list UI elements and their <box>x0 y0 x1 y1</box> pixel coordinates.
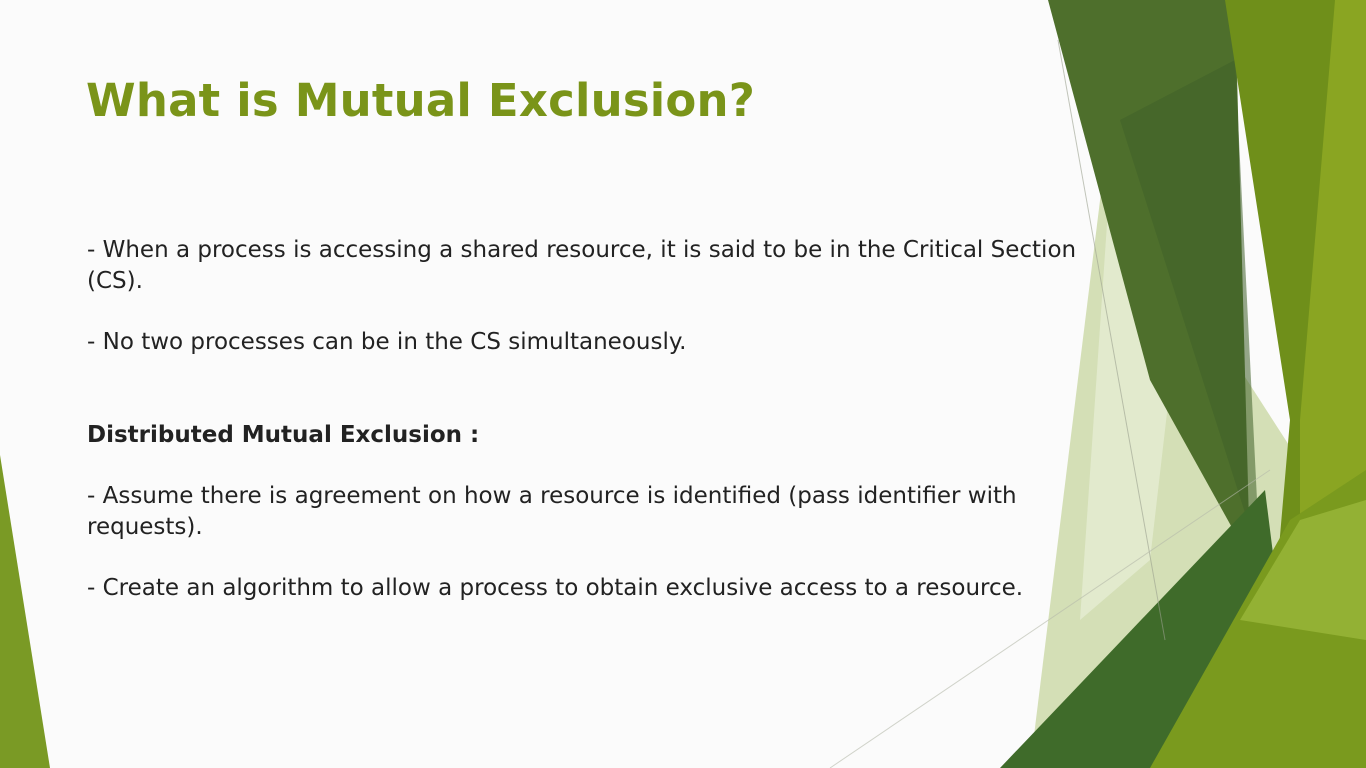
no-two-processes-text: - No two processes can be in the CS simu… <box>87 329 687 355</box>
left-edge-facet <box>0 455 50 768</box>
bottom-light-facet <box>1240 500 1366 640</box>
create-algorithm-text: - Create an algorithm to allow a process… <box>87 575 1024 601</box>
thin-line-1 <box>1057 39 1166 641</box>
assume-agreement-text: - Assume there is agreement on how a res… <box>87 483 1017 540</box>
dark-facet-shade <box>1120 60 1260 560</box>
distributed-mutex-heading: Distributed Mutual Exclusion : <box>87 422 480 448</box>
slide-title: What is Mutual Exclusion? <box>86 74 756 127</box>
cs-definition-text: - When a process is accessing a shared r… <box>87 237 1077 294</box>
thin-line-2 <box>829 469 1271 768</box>
